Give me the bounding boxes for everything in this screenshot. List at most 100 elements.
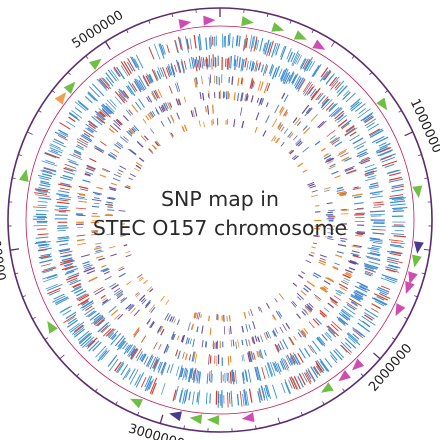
track-0-feature: [387, 258, 403, 264]
track-0-feature: [42, 276, 59, 283]
marker-triangle-green: [293, 30, 307, 40]
track-3-feature: [164, 102, 169, 110]
track-1-feature: [60, 176, 72, 181]
track-5-feature: [170, 132, 174, 137]
track-0-feature: [310, 366, 319, 379]
track-0-feature: [66, 319, 78, 328]
track-2-feature: [297, 332, 302, 338]
track-1-feature: [76, 293, 89, 301]
track-4-feature: [106, 233, 115, 235]
track-1-feature: [265, 365, 270, 378]
scale-tick: [18, 154, 22, 156]
track-5-feature: [243, 311, 247, 319]
track-1-feature: [234, 59, 237, 71]
track-1-feature: [100, 325, 109, 333]
track-0-feature: [350, 101, 363, 112]
track-2-feature: [80, 188, 88, 192]
track-0-feature: [371, 135, 385, 144]
track-0-feature: [286, 48, 292, 60]
track-1-feature: [303, 347, 311, 358]
track-0-feature: [375, 136, 389, 144]
track-0-feature: [297, 376, 304, 388]
track-3-feature: [260, 335, 264, 343]
track-3-feature: [116, 141, 124, 147]
track-0-feature: [306, 60, 313, 72]
track-1-feature: [258, 62, 262, 71]
track-0-feature: [393, 235, 406, 238]
track-1-feature: [76, 141, 88, 148]
marker-triangles: [18, 15, 424, 426]
track-0-feature: [179, 387, 184, 403]
track-2-feature: [115, 119, 122, 126]
track-4-feature: [295, 140, 302, 147]
track-1-feature: [340, 119, 352, 129]
track-4-feature: [107, 206, 113, 208]
track-4-feature: [275, 310, 282, 319]
track-1-feature: [292, 354, 299, 365]
track-1-feature: [340, 309, 351, 318]
track-0-feature: [380, 153, 396, 160]
track-0-feature: [287, 51, 293, 63]
track-0-feature: [389, 200, 406, 204]
track-1-feature: [269, 65, 275, 77]
track-0-feature: [209, 393, 211, 404]
track-4-feature: [327, 238, 334, 240]
track-0-feature: [158, 43, 165, 59]
track-1-feature: [352, 137, 364, 145]
track-2-feature: [283, 94, 289, 103]
track-1-feature: [183, 60, 187, 70]
track-0-feature: [303, 372, 312, 385]
track-0-feature: [319, 358, 330, 372]
track-1-feature: [60, 260, 75, 266]
track-3-feature: [111, 284, 119, 290]
track-0-feature: [42, 173, 53, 178]
track-0-feature: [43, 266, 56, 271]
track-4-feature: [209, 327, 212, 336]
track-1-feature: [188, 58, 192, 69]
track-1-feature: [272, 361, 277, 372]
track-1-feature: [334, 110, 345, 120]
track-4-feature: [295, 138, 302, 145]
track-0-feature: [303, 56, 313, 72]
track-5-feature: [275, 137, 281, 144]
track-2-feature: [353, 186, 359, 189]
track-4-feature: [302, 146, 309, 153]
track-1-feature: [328, 103, 336, 111]
track-0-feature: [184, 389, 189, 402]
track-2-feature: [259, 349, 264, 360]
track-1-feature: [133, 80, 142, 93]
track-3-feature: [232, 339, 235, 347]
track-0-feature: [244, 389, 248, 406]
scale-tick: [44, 337, 49, 340]
track-1-feature: [117, 337, 126, 348]
track-1-feature: [55, 205, 69, 208]
track-0-feature: [388, 178, 404, 183]
track-0-feature: [294, 53, 301, 65]
track-3-feature: [304, 306, 311, 313]
track-3-feature: [110, 152, 118, 157]
track-0-feature: [205, 392, 208, 405]
track-1-feature: [321, 96, 329, 105]
track-0-feature: [49, 144, 64, 152]
track-2-feature: [301, 329, 307, 336]
track-0-feature: [84, 95, 93, 104]
scale-tick: [32, 316, 36, 320]
track-1-feature: [288, 72, 295, 84]
track-2-feature: [351, 245, 362, 249]
track-2-feature: [158, 343, 162, 350]
track-3-feature: [237, 339, 240, 348]
track-4-feature: [117, 171, 122, 175]
marker-triangle-orange: [54, 92, 67, 105]
track-0-feature: [67, 316, 75, 323]
track-4-feature: [318, 261, 326, 266]
track-3-feature: [241, 339, 244, 346]
track-1-feature: [87, 120, 97, 128]
track-5-feature: [313, 235, 319, 238]
track-4-feature: [327, 232, 334, 234]
position-label: 4000000: [0, 222, 8, 281]
track-1-feature: [197, 59, 201, 71]
track-1-feature: [57, 229, 66, 232]
track-1-feature: [127, 344, 136, 357]
track-0-feature: [320, 67, 329, 78]
track-0-feature: [125, 369, 131, 379]
